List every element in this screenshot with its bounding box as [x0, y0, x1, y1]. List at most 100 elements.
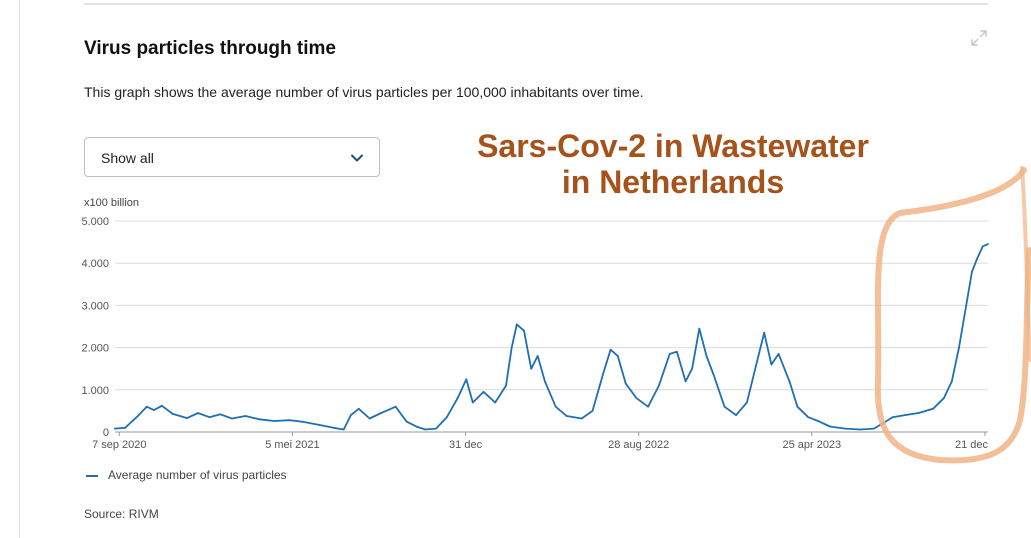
data-point [405, 420, 408, 423]
data-point [161, 404, 163, 407]
period-select-value: Show all [101, 150, 154, 166]
data-point [859, 428, 862, 431]
expand-icon[interactable] [970, 29, 988, 47]
data-point [735, 414, 737, 416]
data-point [763, 331, 766, 334]
data-point [515, 323, 518, 326]
data-point [171, 413, 174, 415]
data-point [435, 427, 437, 430]
data-point [829, 425, 831, 428]
x-axis: 7 sep 2020 5 mei 2021 31 dec 28 aug 2022 25 … [92, 432, 988, 451]
data-point [958, 346, 960, 349]
chevron-down-icon [351, 154, 363, 162]
data-point [544, 380, 546, 383]
data-point [635, 397, 638, 400]
data-point [705, 355, 708, 357]
card-left-border [19, 0, 20, 538]
data-point [723, 405, 726, 408]
data-point [602, 372, 605, 374]
data-point [288, 419, 291, 422]
data-point [788, 380, 791, 383]
series-layer [114, 243, 989, 431]
period-select[interactable]: Show all [84, 137, 380, 177]
data-point [796, 405, 799, 408]
data-point [873, 427, 875, 430]
data-point [942, 397, 945, 400]
data-point [807, 416, 810, 419]
data-point [565, 415, 568, 417]
annotation-line-1: Sars-Cov-2 in Wastewater [477, 128, 869, 164]
data-point [124, 426, 126, 429]
x-tick-label: 21 dec [955, 439, 989, 451]
data-point [844, 427, 846, 430]
y-tick-label: 1.000 [81, 385, 109, 397]
data-point [580, 417, 583, 420]
data-point [691, 367, 693, 370]
source-note: Source: RIVM [84, 507, 159, 521]
data-point [332, 426, 335, 429]
data-point [976, 258, 978, 260]
y-tick-label: 5.000 [81, 216, 109, 228]
data-point [891, 416, 894, 419]
data-point [971, 270, 973, 273]
data-point [986, 243, 989, 246]
x-tick-label: 28 aug 2022 [608, 439, 669, 451]
data-point [818, 420, 820, 423]
x-tick-label: 31 dec [449, 439, 483, 451]
data-point [917, 412, 920, 414]
card-description: This graph shows the average number of v… [84, 84, 644, 100]
data-point [523, 329, 525, 332]
data-point [932, 407, 934, 410]
data-point [684, 380, 687, 383]
card-top-divider [84, 3, 988, 5]
data-point [471, 401, 474, 404]
data-point [456, 397, 459, 400]
data-point [591, 410, 594, 412]
card-title: Virus particles through time [84, 38, 336, 59]
data-point [712, 374, 715, 376]
data-point [317, 423, 320, 426]
data-point [394, 405, 397, 408]
data-point [424, 428, 427, 431]
data-point [770, 363, 773, 366]
data-point [445, 416, 448, 419]
data-point [950, 380, 953, 383]
chart-grid [115, 220, 988, 433]
data-point [658, 384, 660, 387]
y-tick-label: 0 [103, 427, 109, 439]
annotation-highlight [874, 166, 1031, 464]
data-point [231, 417, 233, 420]
y-tick-label: 3.000 [81, 300, 109, 312]
x-tick-label: 7 sep 2020 [92, 439, 146, 451]
data-point [416, 426, 419, 428]
data-point [668, 353, 671, 355]
data-point [114, 427, 116, 430]
data-point [153, 409, 155, 411]
data-point [965, 304, 968, 307]
data-point [676, 350, 678, 353]
y-tick-label: 4.000 [81, 258, 109, 270]
legend-label: Average number of virus particles [108, 468, 287, 482]
data-point [536, 355, 539, 357]
data-point [981, 245, 984, 248]
data-point [219, 413, 222, 416]
data-point [342, 428, 345, 431]
data-point [465, 378, 468, 381]
data-point [505, 384, 507, 387]
x-tick-label: 5 mei 2021 [265, 439, 319, 451]
annotation-line-2: in Netherlands [561, 164, 785, 200]
series-line [114, 243, 989, 431]
data-point [186, 417, 189, 419]
data-point [244, 415, 247, 417]
data-point [273, 420, 276, 422]
data-point [482, 391, 485, 393]
data-point [746, 401, 748, 404]
annotation-title: Sars-Cov-2 in Wastewater in Netherlands [440, 128, 906, 200]
y-axis-unit: x100 billion [84, 197, 139, 209]
data-point [530, 367, 533, 370]
data-point [368, 417, 371, 420]
data-point [777, 353, 780, 355]
x-tick-label: 25 apr 2023 [782, 439, 841, 451]
data-point [757, 355, 760, 357]
